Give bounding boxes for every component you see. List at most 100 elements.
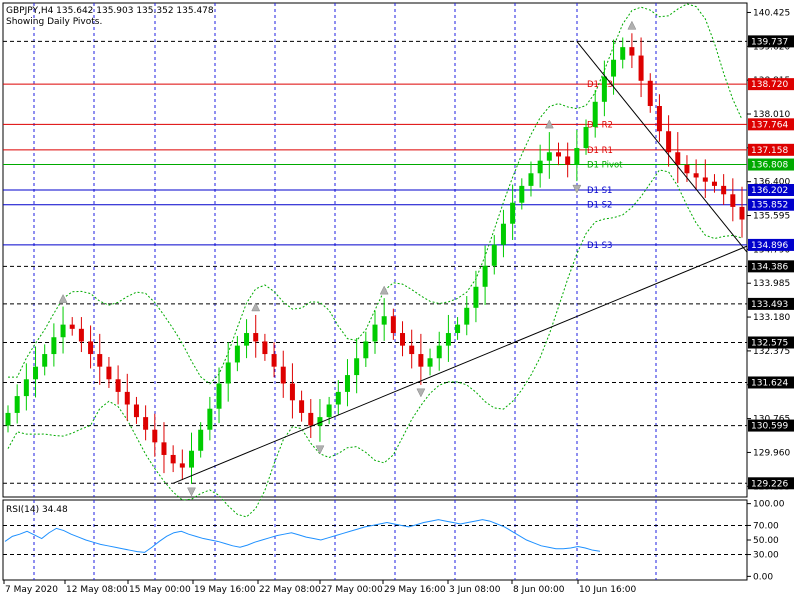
candle-bear [409,345,415,355]
rsi-y-tick-label: 50.00 [753,536,779,546]
lower-envelope-band [7,169,743,518]
pivot-level-label: D1 Pivot [587,161,623,171]
chart-header-symbol: GBPJPY,H4 135.642 135.903 135.352 135.47… [6,6,214,16]
candle-bull [42,354,48,367]
candle-bear [69,324,75,329]
candle-bear [253,333,259,342]
candle-bull [381,316,387,325]
fractal-up-marker [627,20,637,30]
rsi-y-tick-label: 70.00 [753,521,779,531]
y-tick-label: 140.425 [753,8,790,18]
chart-header-subtitle: Showing Daily Pivots. [6,17,102,27]
grid-layer [33,3,657,580]
candle-bear [565,156,571,165]
pivot-levels-layer: D1 R3 D1 R2 D1 R1 D1 Pivot D1 S1 D1 S2 D1 S3 [3,40,747,484]
pivot-level-label: D1 R2 [587,120,613,130]
candle-bull [189,450,194,468]
pivot-level-label: D1 R1 [587,146,613,156]
background-layer [2,2,748,581]
candle-bull [33,366,39,380]
rsi-y-tick-label: 30.00 [753,551,779,561]
pivot-level-label: D1 S1 [587,186,612,196]
candle-bull [14,396,20,413]
candle-bull [546,152,552,161]
candle-bear [97,354,103,367]
upper-envelope-band [8,3,743,385]
pivot-level-price-text: 135.852 [751,201,788,211]
candle-bull [436,345,442,359]
pivot-level-price-box [748,118,794,131]
candle-bull [500,223,506,245]
candle-bull [519,185,525,203]
fractal-down-marker [572,184,582,194]
pivot-level-label: D1 S2 [587,201,612,211]
dashed-level-price-text: 139.737 [751,37,788,47]
main-pane-frame [2,2,748,498]
candle-bull [445,333,451,346]
rsi-label: RSI(14) 34.48 [6,505,68,515]
pivot-level-price-box [748,143,794,156]
fractal-down-marker [187,487,196,497]
fractal-up-marker [379,285,389,295]
candle-bear [280,366,286,384]
candle-bear [170,454,176,464]
dashed-level-price-box [748,376,794,389]
y-tick-label: 133.985 [753,279,790,289]
pivot-level-price-box [748,158,794,171]
candle-bear [143,417,149,430]
candle-bear [262,341,268,355]
candle-bull [344,375,350,392]
candle-bull [326,404,332,418]
candle-bear [161,442,167,455]
x-tick-label: 12 May 08:00 [66,585,128,595]
candle-bull [60,324,66,338]
candle-bear [702,177,708,182]
candle-bear [271,354,277,367]
x-tick-label: 10 Jun 16:00 [579,585,636,595]
candle-bear [721,185,727,195]
candle-bull [5,412,11,426]
candle-bull [234,345,240,363]
candle-bear [124,391,130,405]
candle-bear [684,164,690,174]
dashed-level-price-text: 132.575 [751,338,788,348]
fractal-markers-layer [58,20,637,497]
candle-bear [88,341,94,355]
fractal-up-marker [58,293,68,303]
dashed-level-price-box [748,35,794,48]
candle-bear [638,55,644,81]
candle-bull [455,324,461,334]
candle-bull [23,379,29,397]
fractal-down-marker [416,388,426,398]
x-tick-label: 22 May 08:00 [259,585,321,595]
y-tick-label: 133.180 [753,313,790,323]
candle-bear [299,400,305,413]
trendline-falling-resistance [576,41,748,253]
axis-layer: 7 May 2020 12 May 08:00 15 May 00:00 19 May… [3,8,794,595]
candle-bull [363,341,369,359]
pivot-level-price-text: 136.202 [751,186,788,196]
fractal-up-marker [251,302,261,312]
candle-bull [510,202,516,224]
pivot-level-price-box [748,238,794,251]
pivot-level-label: D1 S3 [587,241,612,251]
candle-bear [711,181,717,186]
dashed-level-price-box [748,419,794,432]
rsi-pane-frame [2,499,748,581]
envelope-bands-layer [7,3,743,518]
pivot-level-price-box [748,198,794,211]
y-tick-label: 138.010 [753,110,790,120]
x-tick-label: 8 Jun 00:00 [513,585,565,595]
x-tick-label: 3 Jun 08:00 [449,585,501,595]
candle-bear [400,333,406,346]
candle-bull [198,429,204,451]
candle-bear [106,366,112,380]
pivot-level-price-text: 136.808 [751,161,788,171]
candle-bull [464,307,470,325]
dashed-level-price-text: 131.624 [751,378,788,388]
candle-bull [335,391,341,405]
candle-bull [427,358,433,367]
candle-bear [739,206,745,220]
candle-bull [216,383,222,409]
